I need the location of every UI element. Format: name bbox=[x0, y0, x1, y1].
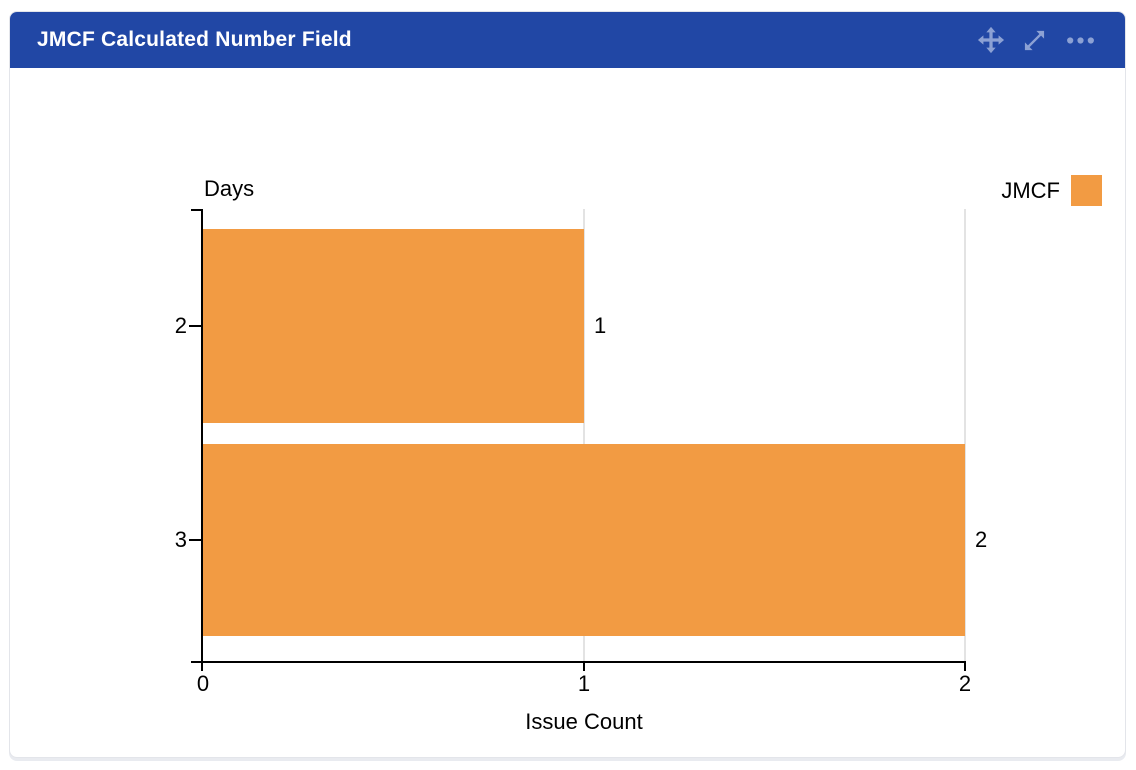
legend[interactable]: JMCF bbox=[1001, 175, 1102, 206]
move-icon[interactable] bbox=[977, 26, 1005, 54]
y-category-label-3: 3 bbox=[174, 527, 187, 552]
x-tick-1 bbox=[583, 661, 585, 671]
header-icon-group bbox=[977, 26, 1097, 54]
legend-swatch bbox=[1071, 175, 1102, 206]
expand-icon[interactable] bbox=[1022, 28, 1047, 53]
bar-chart: Days JMCF 0 1 2 1 2 2 3 Issue Count bbox=[10, 68, 1125, 757]
y-axis-title: Days bbox=[204, 176, 255, 201]
x-tick-label-2: 2 bbox=[958, 671, 972, 696]
y-axis-line bbox=[201, 209, 203, 671]
gadget-panel: JMCF Calculated Number Field bbox=[9, 11, 1126, 758]
x-axis-line bbox=[191, 661, 965, 663]
x-tick-label-0: 0 bbox=[196, 671, 210, 696]
legend-label: JMCF bbox=[1001, 177, 1060, 203]
gadget-title: JMCF Calculated Number Field bbox=[37, 28, 352, 51]
x-tick-2 bbox=[964, 661, 966, 671]
y-category-label-2: 2 bbox=[174, 313, 187, 338]
bar-category-2[interactable] bbox=[203, 229, 584, 423]
gadget-header: JMCF Calculated Number Field bbox=[10, 12, 1125, 68]
x-tick-0 bbox=[201, 661, 203, 671]
bar-value-label: 1 bbox=[594, 313, 607, 338]
more-options-icon[interactable] bbox=[1064, 28, 1097, 53]
y-axis-top-tick bbox=[191, 209, 203, 211]
y-tick-3 bbox=[189, 539, 201, 541]
x-axis-title: Issue Count bbox=[525, 709, 643, 734]
gridline-x-2 bbox=[964, 209, 966, 661]
x-tick-label-1: 1 bbox=[577, 671, 591, 696]
y-tick-2 bbox=[189, 325, 201, 327]
bar-value-label: 2 bbox=[975, 527, 988, 552]
bar-category-3[interactable] bbox=[203, 444, 965, 636]
gridline-x-1 bbox=[583, 209, 585, 661]
